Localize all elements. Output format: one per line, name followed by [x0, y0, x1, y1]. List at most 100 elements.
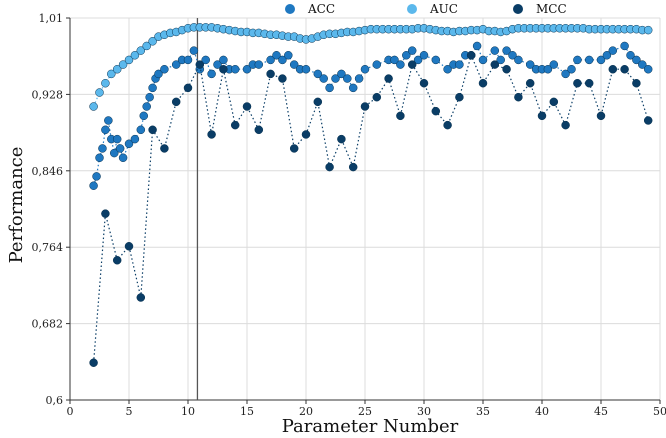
data-point-acc: [89, 181, 98, 190]
data-point-acc: [183, 55, 193, 65]
data-point-acc: [419, 51, 429, 60]
y-tick-label: 1,01: [39, 12, 64, 25]
data-point-acc: [278, 55, 287, 65]
data-point-mcc: [313, 97, 323, 107]
data-point-mcc: [490, 60, 500, 69]
x-tick-label: 0: [67, 405, 74, 418]
data-point-acc: [573, 55, 582, 65]
data-point-mcc: [455, 92, 464, 102]
data-point-acc: [313, 69, 323, 79]
data-point-acc: [525, 60, 535, 69]
data-point-mcc: [514, 92, 523, 102]
data-point-acc: [118, 153, 128, 163]
data-point-acc: [602, 51, 612, 60]
data-point-mcc: [384, 74, 393, 83]
data-point-acc: [620, 41, 629, 51]
data-point-acc: [402, 51, 411, 60]
x-tick-label: 20: [299, 405, 313, 418]
data-point-acc: [110, 148, 119, 158]
data-point-acc: [154, 69, 163, 79]
data-point-mcc: [620, 64, 629, 74]
data-point-mcc: [608, 64, 618, 74]
data-point-acc: [130, 134, 140, 144]
y-tick-label: 0,764: [32, 241, 64, 254]
data-point-mcc: [254, 125, 264, 135]
x-tick-label: 30: [417, 405, 431, 418]
data-point-acc: [413, 55, 423, 65]
data-point-mcc: [596, 111, 606, 121]
data-point-acc: [360, 64, 370, 74]
data-point-mcc: [136, 293, 146, 302]
data-point-mcc: [266, 69, 275, 79]
data-point-mcc: [396, 111, 405, 121]
data-point-acc: [331, 74, 340, 83]
legend-label: AUC: [429, 2, 458, 16]
data-point-mcc: [89, 358, 98, 367]
x-tick-label: 35: [476, 405, 490, 418]
data-point-acc: [608, 46, 618, 55]
series-layer: [89, 23, 653, 367]
data-point-mcc: [525, 78, 535, 88]
data-point-mcc: [242, 102, 252, 111]
series-acc: [89, 41, 653, 190]
data-point-acc: [112, 134, 122, 144]
data-point-auc: [112, 64, 122, 74]
data-point-acc: [201, 55, 210, 65]
data-point-acc: [396, 60, 405, 69]
data-point-acc: [272, 51, 281, 60]
data-point-acc: [148, 83, 157, 93]
data-point-auc: [95, 88, 104, 97]
data-point-acc: [230, 64, 240, 74]
data-point-mcc: [632, 78, 641, 88]
data-point-acc: [343, 74, 352, 83]
legend-label: MCC: [536, 2, 567, 16]
data-point-mcc: [466, 51, 476, 60]
data-point-acc: [213, 60, 222, 69]
data-point-acc: [301, 64, 311, 74]
x-tick-label: 45: [594, 405, 608, 418]
x-tick-label: 10: [181, 405, 195, 418]
data-point-mcc: [431, 106, 441, 116]
data-point-mcc: [561, 120, 570, 130]
data-point-mcc: [419, 78, 429, 88]
data-point-acc: [626, 51, 635, 60]
legend-marker: [407, 4, 417, 14]
data-point-acc: [431, 55, 441, 65]
data-point-acc: [139, 111, 148, 121]
data-point-auc: [124, 55, 134, 65]
axes: [66, 17, 661, 404]
data-point-acc: [443, 64, 452, 74]
data-point-acc: [95, 153, 104, 163]
data-point-acc: [104, 116, 113, 125]
data-point-acc: [354, 74, 364, 83]
data-point-mcc: [278, 74, 287, 83]
data-point-acc: [337, 69, 346, 79]
data-point-mcc: [443, 120, 452, 130]
data-point-acc: [92, 172, 101, 181]
data-point-acc: [643, 64, 653, 74]
data-point-acc: [136, 125, 146, 135]
data-point-acc: [508, 51, 517, 60]
legend-item-mcc: MCC: [513, 2, 567, 16]
x-tick-label: 25: [358, 405, 372, 418]
data-point-acc: [101, 125, 110, 135]
y-tick-label: 0,928: [32, 88, 64, 101]
legend-item-auc: AUC: [407, 2, 458, 16]
data-point-acc: [567, 64, 576, 74]
data-point-acc: [478, 55, 488, 65]
data-point-mcc: [584, 78, 594, 88]
y-tick-label: 0,6: [46, 394, 64, 407]
data-point-mcc: [230, 120, 240, 130]
data-point-mcc: [171, 97, 181, 107]
data-point-acc: [171, 60, 181, 69]
data-point-acc: [455, 60, 464, 69]
data-point-acc: [145, 92, 154, 102]
y-tick-label: 0,846: [32, 165, 64, 178]
data-point-acc: [284, 51, 293, 60]
data-point-mcc: [289, 144, 299, 153]
data-point-acc: [472, 41, 482, 51]
data-point-auc: [142, 41, 151, 51]
data-point-auc: [136, 46, 146, 55]
data-point-acc: [496, 55, 505, 65]
